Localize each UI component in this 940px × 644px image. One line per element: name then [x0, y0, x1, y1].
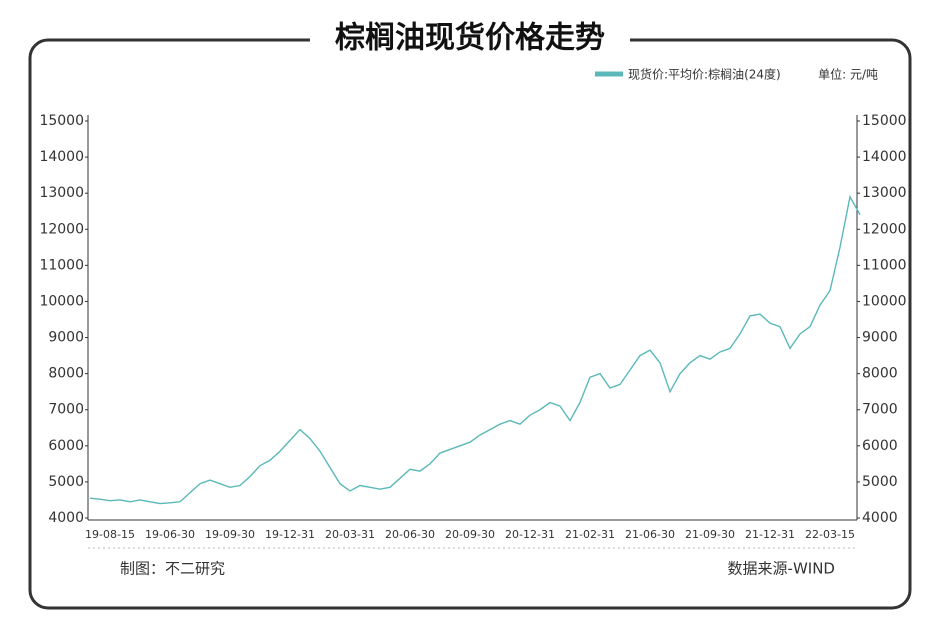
x-tick-label: 20-03-31: [325, 528, 375, 541]
x-tick-label: 20-12-31: [505, 528, 555, 541]
x-tick-label: 19-12-31: [265, 528, 315, 541]
y-tick-label: 10000: [39, 293, 84, 309]
y2-tick-label: 8000: [862, 366, 898, 382]
x-tick-label: 21-02-31: [565, 528, 615, 541]
y-tick-label: 7000: [48, 402, 84, 418]
y-tick-label: 13000: [39, 185, 84, 201]
series-line: [89, 194, 861, 505]
x-tick-label: 21-06-30: [625, 528, 675, 541]
y2-tick-label: 12000: [862, 221, 907, 237]
y2-tick-label: 5000: [862, 474, 898, 490]
x-tick-label: 19-08-15: [85, 528, 135, 541]
unit: 单位: 元/吨: [818, 67, 878, 82]
y2-tick-label: 11000: [862, 257, 907, 273]
chart-title: 棕榈油现货价格走势: [335, 21, 605, 56]
x-tick-label: 19-09-30: [205, 528, 255, 541]
y-tick-label: 5000: [48, 474, 84, 490]
x-tick-label: 20-06-30: [385, 528, 435, 541]
y2-tick-label: 15000: [862, 113, 907, 129]
y-tick-label: 9000: [48, 330, 84, 346]
x-tick-label: 21-09-30: [685, 528, 735, 541]
y2-tick-label: 7000: [862, 402, 898, 418]
x-tick-label: 20-09-30: [445, 528, 495, 541]
y-tick-label: 8000: [48, 366, 84, 382]
y-tick-label: 12000: [39, 221, 84, 237]
y-tick-label: 11000: [39, 257, 84, 273]
source: 数据来源-WIND: [728, 560, 835, 578]
y2-tick-label: 4000: [862, 510, 898, 526]
y2-tick-label: 9000: [862, 330, 898, 346]
y2-tick-label: 6000: [862, 438, 898, 454]
y-tick-label: 15000: [39, 113, 84, 129]
y2-tick-label: 14000: [862, 149, 907, 165]
title-bg: [310, 18, 630, 62]
y-tick-label: 4000: [48, 510, 84, 526]
y-tick-label: 14000: [39, 149, 84, 165]
legend-label: 现货价:平均价:棕榈油(24度): [628, 67, 781, 82]
credit: 制图：不二研究: [120, 560, 225, 578]
x-tick-label: 22-03-15: [805, 528, 855, 541]
y-tick-label: 6000: [48, 438, 84, 454]
y2-tick-label: 10000: [862, 293, 907, 309]
frame: [28, 38, 912, 610]
y2-tick-label: 13000: [862, 185, 907, 201]
x-tick-label: 21-12-31: [745, 528, 795, 541]
x-tick-label: 19-06-30: [145, 528, 195, 541]
